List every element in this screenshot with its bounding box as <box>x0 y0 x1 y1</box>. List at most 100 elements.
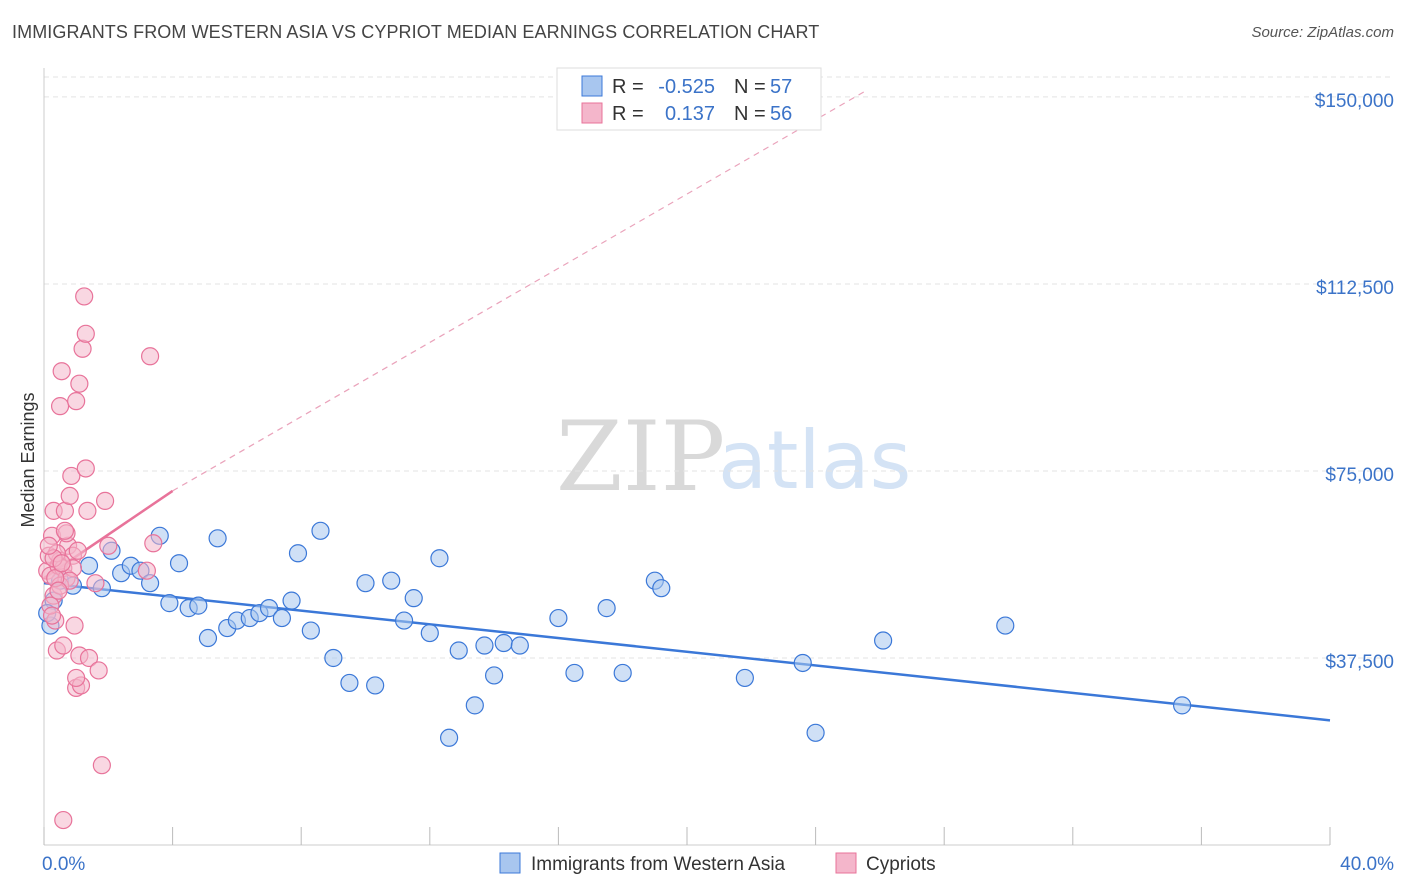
cypriots-point-54 <box>42 606 62 625</box>
legend-r-label-1: R = <box>612 76 644 98</box>
legend-n-label-1: N = <box>734 76 766 98</box>
western-asia-point-34 <box>404 589 423 608</box>
western-asia-point-41 <box>485 666 504 685</box>
western-asia-point-25 <box>288 544 308 563</box>
cypriots-point-22 <box>68 541 87 560</box>
western-asia-point-55 <box>1173 696 1192 715</box>
cypriots-point-40 <box>144 534 163 553</box>
western-asia-point-12 <box>160 594 179 613</box>
y-tick-label-1: $75,000 <box>1325 465 1394 486</box>
legend-r-label-2: R = <box>612 103 644 125</box>
cypriots-point-50 <box>39 536 58 555</box>
western-asia-point-26 <box>301 621 320 640</box>
legend-n-label-2: N = <box>734 103 766 125</box>
western-asia-point-46 <box>597 599 616 618</box>
western-asia-point-24 <box>282 591 301 610</box>
western-asia-point-15 <box>189 596 208 615</box>
cypriots-point-34 <box>95 491 115 510</box>
y-tick-label-0: $37,500 <box>1325 652 1394 673</box>
cypriots-point-33 <box>89 661 108 680</box>
western-asia-point-22 <box>259 599 279 618</box>
x-tick-label-left: 0.0% <box>42 854 85 875</box>
legend-swatch-pink <box>581 102 603 124</box>
western-asia-point-16 <box>198 628 218 648</box>
cypriots-point-9 <box>50 397 70 416</box>
cypriots-point-21 <box>67 392 86 411</box>
western-asia-point-32 <box>382 571 401 590</box>
cypriots-point-19 <box>65 616 84 635</box>
cypriots-point-36 <box>92 756 111 775</box>
cypriots-point-52 <box>52 554 71 573</box>
western-asia-point-27 <box>311 521 330 540</box>
western-asia-point-42 <box>494 633 513 653</box>
cypriots-point-46 <box>67 668 86 688</box>
western-asia-point-49 <box>652 579 671 598</box>
gridlines <box>44 76 1394 659</box>
western-asia-point-17 <box>208 529 227 548</box>
cypriots-point-16 <box>60 486 79 506</box>
cypriots-point-11 <box>52 362 71 381</box>
bottom-legend-swatch-blue <box>499 852 521 874</box>
chart-title: IMMIGRANTS FROM WESTERN ASIA VS CYPRIOT … <box>12 22 820 42</box>
western-asia-point-43 <box>510 636 529 655</box>
bottom-legend-label-2: Cypriots <box>866 854 936 875</box>
y-tick-labels: $37,500 $75,000 $112,500 $150,000 <box>1315 91 1394 673</box>
western-asia-point-44 <box>549 608 568 628</box>
western-asia-point-23 <box>272 608 292 628</box>
legend-n-value-1: 57 <box>770 76 792 98</box>
western-asia-point-37 <box>439 728 459 747</box>
cypriots-point-39 <box>140 347 160 366</box>
western-asia-point-38 <box>449 641 468 660</box>
western-asia-point-39 <box>465 696 484 715</box>
watermark-zip: ZIP <box>556 401 725 513</box>
cypriots-point-55 <box>55 521 74 540</box>
cypriots-point-31 <box>79 648 99 668</box>
western-asia-point-52 <box>806 723 825 742</box>
legend-swatch-blue <box>581 75 603 97</box>
bottom-legend: Immigrants from Western Asia Cypriots <box>499 852 936 875</box>
western-asia-point-31 <box>366 676 385 695</box>
bottom-legend-swatch-pink <box>835 852 857 874</box>
legend-r-value-1: -0.525 <box>658 76 715 98</box>
western-asia-point-51 <box>793 653 812 673</box>
trend-line-cypriots-extension <box>172 91 865 492</box>
cypriots-point-53 <box>49 581 68 600</box>
western-asia-point-45 <box>565 663 584 683</box>
y-tick-label-3: $150,000 <box>1315 91 1394 112</box>
cypriots-point-17 <box>62 466 81 486</box>
western-asia-point-36 <box>430 549 449 568</box>
bottom-legend-label-1: Immigrants from Western Asia <box>531 854 786 875</box>
western-asia-point-29 <box>340 673 359 693</box>
series-western-asia-points <box>38 521 1192 747</box>
y-tick-label-2: $112,500 <box>1316 278 1394 299</box>
western-asia-point-4 <box>79 556 99 575</box>
cypriots-point-48 <box>54 636 73 655</box>
cypriots-point-32 <box>86 574 105 593</box>
western-asia-point-30 <box>356 574 375 593</box>
x-tick-label-right: 40.0% <box>1340 854 1394 875</box>
legend-r-value-2: 0.137 <box>665 103 715 125</box>
watermark-atlas: atlas <box>718 414 911 507</box>
western-asia-point-47 <box>613 663 632 683</box>
western-asia-point-28 <box>324 648 343 668</box>
axes <box>43 68 1331 846</box>
legend-n-value-2: 56 <box>770 103 792 125</box>
cypriots-point-38 <box>137 561 156 580</box>
cypriots-point-27 <box>76 459 95 478</box>
series-cypriots-points <box>38 287 163 830</box>
chart-source: Source: ZipAtlas.com <box>1251 24 1394 41</box>
cypriots-point-35 <box>99 536 118 555</box>
western-asia-point-50 <box>735 668 754 688</box>
western-asia-point-40 <box>475 636 494 655</box>
western-asia-point-13 <box>169 554 189 573</box>
cypriots-point-29 <box>78 501 97 520</box>
y-axis-label: Median Earnings <box>18 392 38 527</box>
western-asia-point-35 <box>420 623 439 643</box>
trend-line-western-asia <box>43 581 1331 722</box>
cypriots-point-28 <box>76 324 95 343</box>
cypriots-point-23 <box>70 374 89 393</box>
western-asia-point-54 <box>996 616 1015 635</box>
cypriots-point-26 <box>75 287 94 306</box>
western-asia-point-53 <box>874 631 893 650</box>
